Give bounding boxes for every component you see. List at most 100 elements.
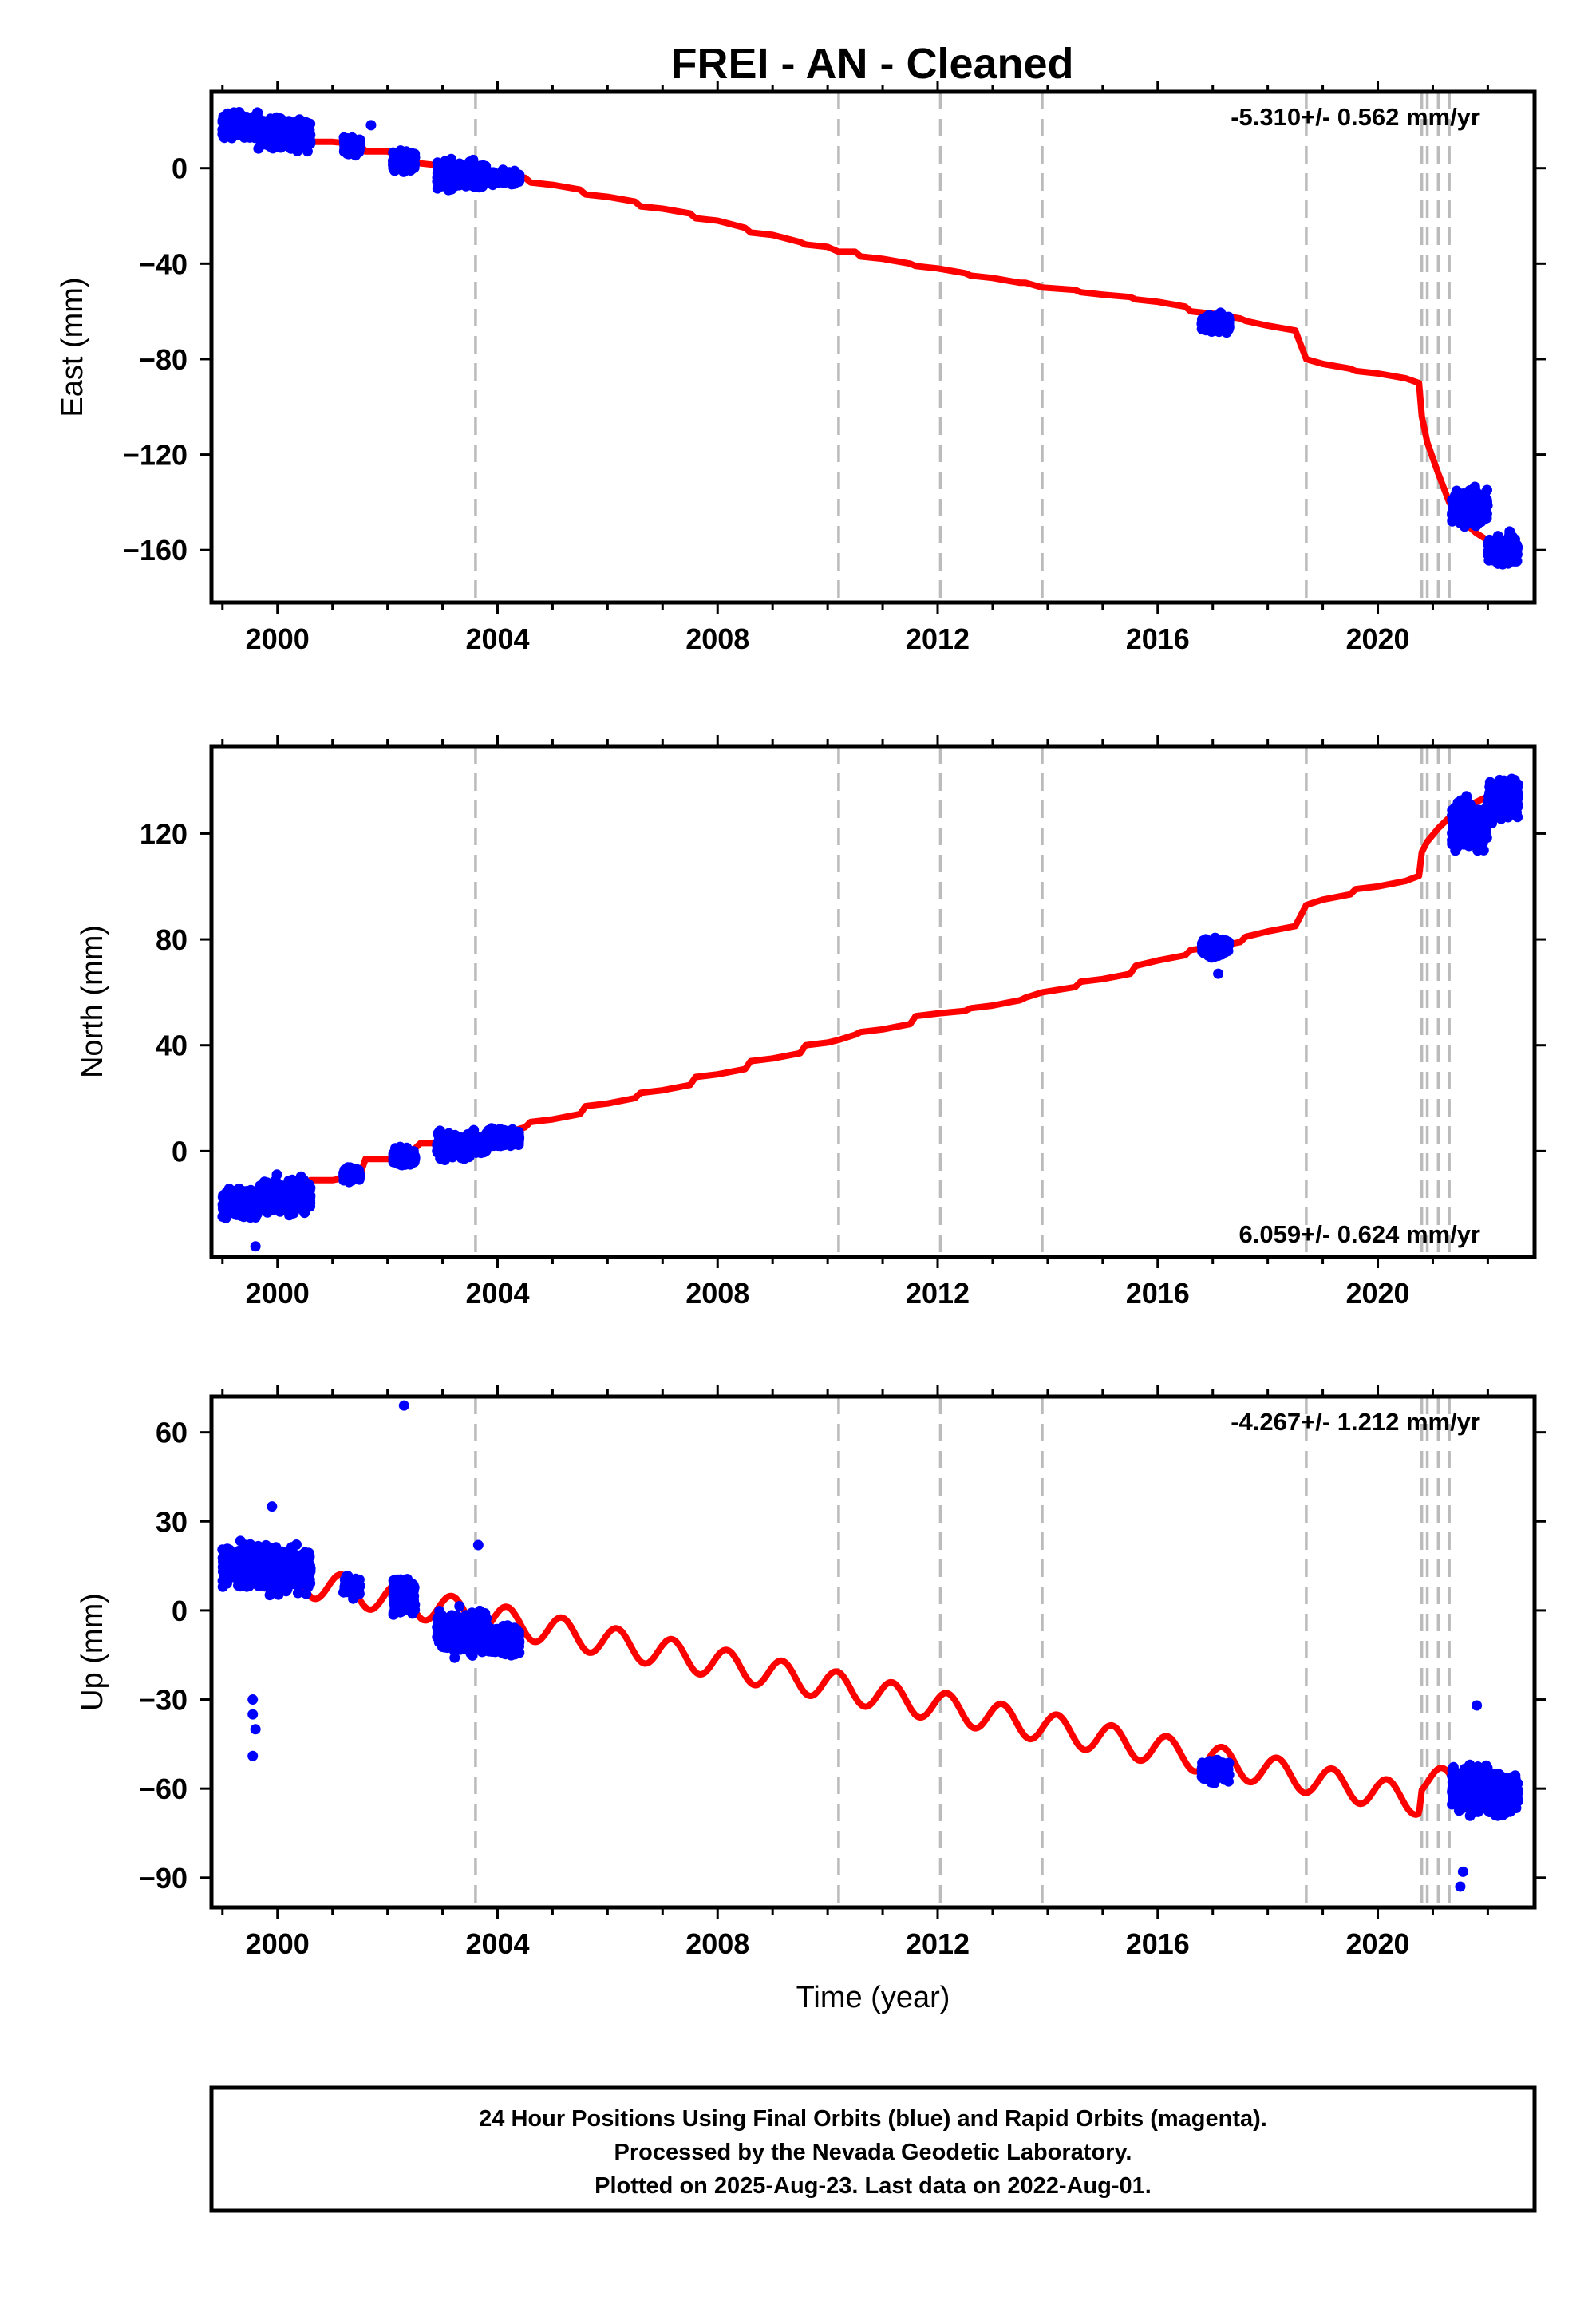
east-y-tick-label: −160	[123, 534, 188, 567]
east-data-point	[1452, 486, 1462, 496]
east-x-tick-label: 2008	[685, 622, 749, 655]
north-outlier-point	[251, 1241, 261, 1251]
north-data-point	[1468, 832, 1478, 843]
east-data-point	[473, 180, 484, 190]
north-data-point	[409, 1156, 419, 1166]
north-data-point	[487, 1126, 497, 1136]
north-data-point	[1448, 812, 1458, 822]
north-y-tick-label: 80	[156, 923, 188, 956]
east-x-tick-label: 2016	[1126, 622, 1190, 655]
north-data-point	[350, 1164, 360, 1174]
east-data-point	[1199, 314, 1209, 324]
east-data-point	[400, 160, 410, 170]
north-data-point	[1200, 942, 1211, 952]
east-data-point	[508, 171, 518, 181]
north-data-point	[459, 1153, 469, 1164]
east-model	[223, 125, 1519, 545]
east-data-point	[271, 134, 282, 144]
north-data-point	[495, 1136, 505, 1147]
chart-title: FREI - AN - Cleaned	[670, 40, 1073, 88]
north-y-tick-label: 0	[172, 1135, 188, 1168]
east-data-point	[1508, 545, 1519, 555]
north-data-point	[1469, 808, 1479, 819]
north-data-point	[1484, 782, 1495, 792]
east-data-point	[294, 129, 305, 140]
east-data-point	[472, 162, 482, 172]
east-data-point	[1469, 498, 1479, 508]
north-y-tick-label: 120	[140, 817, 188, 850]
north-data-point	[1510, 775, 1520, 785]
east-data-point	[492, 178, 503, 188]
east-data-point	[350, 137, 360, 148]
north-x-tick-label: 2000	[246, 1277, 310, 1310]
east-x-tick-label: 2004	[465, 622, 529, 655]
east-x-tick-label: 2012	[906, 622, 970, 655]
north-data-point	[345, 1173, 355, 1184]
east-data-point	[220, 122, 231, 132]
north-outlier-point	[1213, 969, 1223, 979]
north-data-point	[1218, 944, 1228, 954]
north-data-point	[1512, 812, 1523, 822]
north-data-point	[452, 1146, 462, 1156]
east-data-point	[1495, 545, 1505, 555]
north-x-tick-label: 2016	[1126, 1277, 1190, 1310]
north-data-point	[274, 1196, 284, 1206]
north-x-tick-label: 2012	[906, 1277, 970, 1310]
east-y-tick-label: 0	[172, 152, 188, 185]
north-break-lines	[476, 746, 1449, 1257]
east-y-axis-label: East (mm)	[56, 277, 89, 417]
east-y-tick-label: −40	[139, 247, 188, 280]
east-data-point	[389, 153, 399, 164]
north-x-tick-label: 2004	[465, 1277, 529, 1310]
north-data-point	[270, 1182, 280, 1192]
east-data-point	[1482, 495, 1492, 505]
east-data-point	[233, 118, 243, 128]
east-data-point	[464, 174, 474, 184]
north-data-points	[217, 774, 1523, 1252]
east-data-point	[255, 124, 266, 135]
north-data-point	[1495, 795, 1505, 805]
east-data-point	[1459, 503, 1469, 513]
north-data-point	[255, 1192, 266, 1203]
east-x-tick-label: 2000	[246, 622, 310, 655]
east-data-point	[1222, 320, 1232, 330]
north-data-point	[1449, 827, 1460, 837]
east-data-point	[271, 124, 281, 135]
north-data-point	[472, 1140, 483, 1151]
east-rate-label: -5.310+/- 0.562 mm/yr	[1231, 103, 1480, 131]
east-x-tick-label: 2020	[1345, 622, 1409, 655]
north-data-point	[1491, 812, 1502, 823]
north-data-point	[1472, 845, 1483, 856]
north-data-point	[434, 1132, 444, 1143]
north-plot-frame	[211, 746, 1535, 1257]
north-rate-label: 6.059+/- 0.624 mm/yr	[1239, 1220, 1480, 1248]
east-data-point	[1207, 322, 1217, 332]
east-outlier-point	[365, 120, 376, 130]
east-data-point	[409, 158, 419, 168]
east-model-line	[223, 125, 1519, 545]
up-break-lines	[476, 1397, 1449, 1907]
north-data-point	[221, 1212, 231, 1223]
north-data-point	[281, 1184, 291, 1195]
north-y-tick-label: 40	[156, 1030, 188, 1062]
east-data-points	[217, 107, 1523, 570]
north-data-point	[460, 1138, 470, 1148]
north-data-point	[508, 1132, 518, 1142]
north-x-tick-label: 2008	[685, 1277, 749, 1310]
east-data-point	[1483, 548, 1493, 559]
east-data-point	[439, 172, 449, 182]
north-data-point	[1450, 803, 1460, 813]
north-data-point	[1507, 785, 1518, 795]
east-data-point	[409, 149, 420, 160]
north-data-point	[391, 1150, 401, 1160]
east-data-point	[1470, 482, 1480, 492]
north-y-axis-label: North (mm)	[76, 925, 109, 1078]
east-y-tick-label: −80	[139, 343, 188, 376]
east-data-point	[266, 115, 276, 125]
east-data-point	[340, 140, 350, 151]
